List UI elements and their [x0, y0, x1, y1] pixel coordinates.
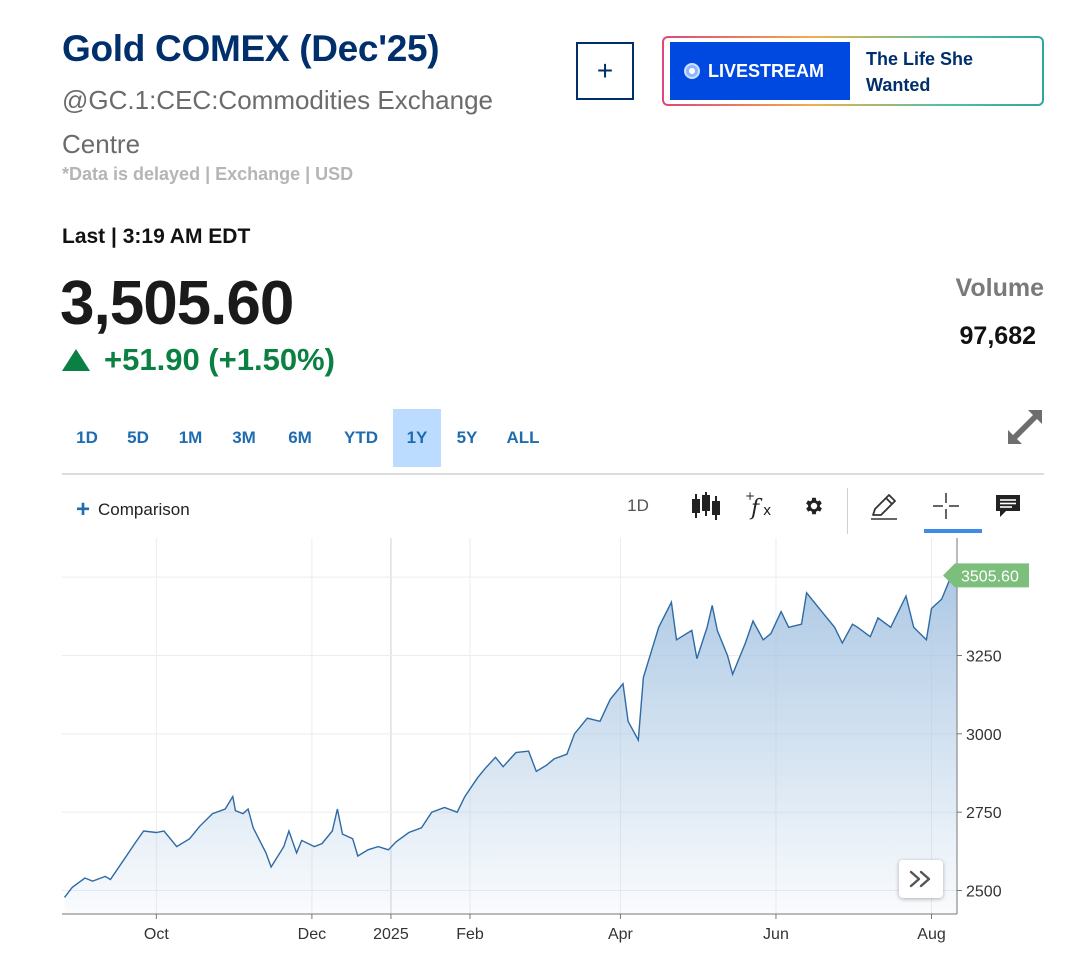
x-tick-label: Aug	[917, 926, 945, 943]
tab-6m[interactable]: 6M	[288, 428, 312, 447]
svg-text:+: +	[745, 490, 755, 503]
instrument-symbol: @GC.1:CEC:Commodities Exchange Centre	[62, 85, 493, 159]
tab-1y[interactable]: 1Y	[393, 409, 441, 467]
tab-1d[interactable]: 1D	[76, 428, 98, 447]
x-axis-ticks: Oct Dec 2025 Feb Apr Jun Aug	[144, 914, 946, 943]
last-value-badge-shape	[943, 563, 1029, 588]
svg-text:f: f	[749, 496, 763, 521]
indicator-fx-icon[interactable]: + f x	[742, 488, 778, 524]
live-radio-icon	[684, 63, 700, 79]
x-tick-label: Jun	[763, 926, 789, 943]
price-area-fill	[64, 575, 957, 914]
price-change: +51.90 (+1.50%)	[62, 342, 335, 378]
x-tick-label: Apr	[608, 926, 634, 943]
y-tick-label: 3000	[966, 727, 1002, 744]
x-tick-label: Feb	[456, 926, 484, 943]
data-delay-note: *Data is delayed | Exchange | USD	[62, 164, 354, 184]
candlestick-icon[interactable]	[688, 488, 724, 524]
comment-icon[interactable]	[990, 488, 1026, 524]
livestream-program-title[interactable]: The Life She Wanted	[866, 49, 974, 95]
tab-all[interactable]: ALL	[506, 428, 540, 447]
y-tick-label: 2500	[966, 884, 1002, 901]
double-chevron-right-icon	[909, 870, 931, 888]
price-change-value: +51.90 (+1.50%)	[104, 342, 335, 377]
last-price: 3,505.60	[60, 269, 294, 338]
comparison-button[interactable]: + Comparison	[76, 496, 190, 523]
x-tick-label: Oct	[144, 926, 169, 943]
tab-1m[interactable]: 1M	[178, 428, 203, 447]
last-trade-time: Last | 3:19 AM EDT	[62, 225, 251, 248]
toolbar-separator	[847, 488, 848, 534]
livestream-banner-inner: LIVESTREAM The Life She Wanted	[664, 38, 1042, 104]
plus-icon: +	[596, 55, 614, 86]
tab-ytd[interactable]: YTD	[344, 428, 378, 447]
x-tick-label: 2025	[373, 926, 409, 943]
livestream-banner[interactable]: LIVESTREAM The Life She Wanted	[662, 36, 1044, 106]
y-tick-label: 3250	[966, 649, 1002, 666]
svg-text:x: x	[763, 503, 771, 519]
settings-gear-icon[interactable]	[798, 488, 830, 524]
last-value-badge: 3505.60	[943, 563, 1029, 588]
livestream-label: LIVESTREAM	[708, 60, 825, 81]
time-range-tabs: 1D 5D 1M 3M 6M YTD 1Y 5Y ALL	[62, 409, 553, 467]
crosshair-icon[interactable]	[928, 488, 964, 524]
scroll-to-latest-button[interactable]	[899, 860, 943, 898]
up-arrow-icon	[62, 349, 90, 371]
y-tick-label: 2750	[966, 805, 1002, 822]
crosshair-active-indicator	[924, 529, 982, 533]
livestream-button[interactable]: LIVESTREAM	[670, 42, 850, 100]
y-axis-ticks: 2500 2750 3000 3250	[957, 649, 1002, 901]
tab-3m[interactable]: 3M	[232, 428, 256, 447]
tab-5d[interactable]: 5D	[127, 428, 149, 447]
toolbar-divider	[62, 473, 1044, 475]
plus-icon: +	[76, 496, 91, 523]
fullscreen-expand-icon[interactable]	[1006, 408, 1044, 446]
interval-selector[interactable]: 1D	[627, 496, 649, 515]
draw-pencil-icon[interactable]	[866, 488, 902, 524]
comparison-label: Comparison	[98, 500, 190, 519]
volume-value: 97,682	[959, 322, 1036, 350]
x-tick-label: Dec	[298, 926, 326, 943]
tab-5y[interactable]: 5Y	[456, 428, 478, 447]
instrument-title: Gold COMEX (Dec'25)	[62, 28, 440, 69]
price-line	[63, 574, 958, 898]
last-value-label: 3505.60	[961, 568, 1019, 585]
volume-label: Volume	[955, 274, 1044, 302]
add-to-watchlist-button[interactable]: +	[576, 42, 634, 100]
